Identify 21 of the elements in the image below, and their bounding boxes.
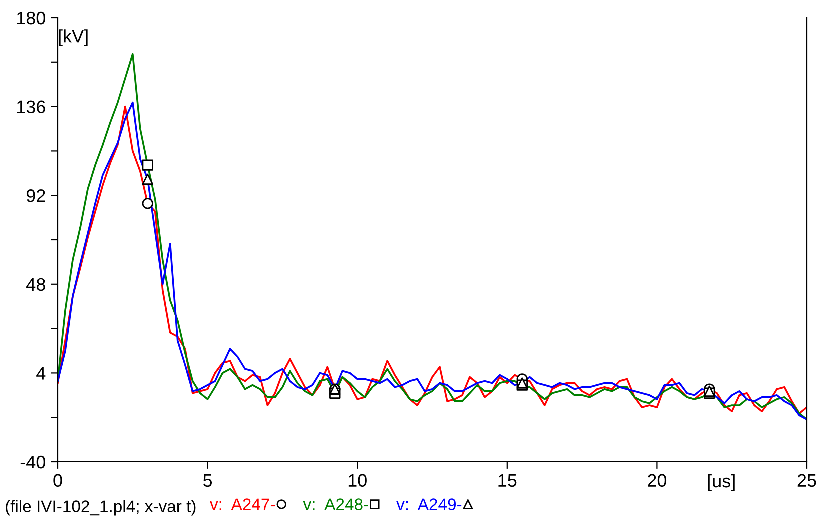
point (142, 160, 154, 171)
text: v: A249- (396, 498, 462, 510)
x-tick-label: 5 (204, 474, 212, 488)
text: v: A247- (210, 498, 276, 510)
y-tick-label: -40 (20, 456, 46, 469)
x-axis-title: [us] (708, 474, 735, 492)
x-tick-label: 15 (498, 474, 517, 488)
text: (file IVI-102_1.pl4; x-var t) (6, 500, 196, 516)
point (142, 198, 154, 210)
x-tick-label: 25 (798, 474, 816, 488)
x-tick-label: 20 (648, 474, 667, 488)
y-tick-label: 48 (26, 278, 46, 292)
y-axis-title: [kV] (59, 30, 88, 46)
y-tick-label: 92 (26, 190, 46, 202)
y-tick-label: 4 (36, 367, 46, 380)
y-tick-label: 180 (17, 12, 46, 25)
y-tick-label: 136 (17, 100, 46, 114)
text: v: A248- (303, 498, 368, 510)
x-tick-label: 10 (348, 474, 367, 488)
x-tick-label: 0 (54, 474, 62, 488)
point (142, 174, 154, 186)
